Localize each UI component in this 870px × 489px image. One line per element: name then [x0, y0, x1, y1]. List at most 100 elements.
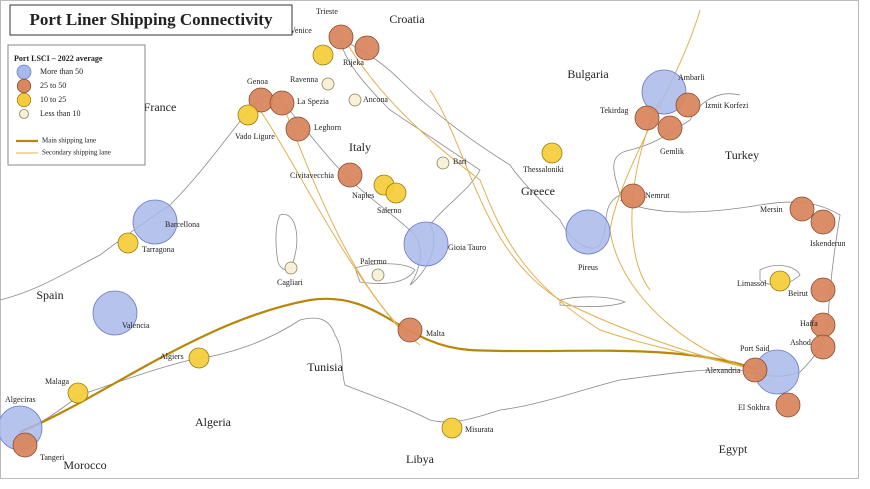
port-label: Algiers — [160, 352, 184, 361]
port-label: Naples — [352, 191, 374, 200]
port-label: Leghorn — [314, 123, 341, 132]
country-label: Bulgaria — [567, 67, 609, 81]
port-label: Mersin — [760, 205, 783, 214]
legend-box — [7, 44, 146, 166]
port-label: Izmit Korfezi — [705, 101, 749, 110]
legend-label: 10 to 25 — [40, 95, 66, 104]
port-marker — [67, 382, 89, 404]
country-label: Spain — [36, 288, 63, 302]
legend-swatch — [19, 109, 29, 119]
port-label: Salerno — [377, 206, 401, 215]
port-marker — [565, 209, 611, 255]
port-label: Beirut — [788, 289, 809, 298]
country-label: Egypt — [719, 442, 748, 456]
port-label: Port Said — [740, 344, 770, 353]
port-label: Trieste — [316, 7, 338, 16]
port-label: Ancona — [363, 95, 388, 104]
port-marker — [436, 156, 450, 170]
main-lane — [19, 297, 766, 434]
port-label: Gioia Tauro — [448, 243, 486, 252]
port-marker — [620, 183, 646, 209]
port-marker — [285, 116, 311, 142]
port-marker — [675, 92, 701, 118]
port-label: Haifa — [800, 319, 818, 328]
port-label: Gemlik — [660, 147, 684, 156]
secondary-lane — [284, 109, 421, 346]
port-label: Algeciras — [5, 395, 36, 404]
port-label: Venice — [290, 26, 312, 35]
port-label: Civitavecchia — [290, 171, 334, 180]
port-marker — [371, 268, 385, 282]
port-label: Ashod — [790, 338, 811, 347]
port-marker — [92, 290, 138, 336]
port-marker — [634, 105, 660, 131]
port-marker — [810, 209, 836, 235]
port-marker — [269, 90, 295, 116]
country-label: Turkey — [725, 148, 759, 162]
port-marker — [188, 347, 210, 369]
legend-label: Less than 10 — [40, 109, 80, 118]
port-marker — [354, 35, 380, 61]
port-label: Genoa — [247, 77, 268, 86]
port-marker — [328, 24, 354, 50]
port-label: Malta — [426, 329, 445, 338]
port-marker — [541, 142, 563, 164]
port-label: Barcellona — [165, 220, 200, 229]
port-label: Ravenna — [290, 75, 318, 84]
port-marker — [348, 93, 362, 107]
port-marker — [397, 317, 423, 343]
port-marker — [810, 277, 836, 303]
port-marker — [441, 417, 463, 439]
country-label: Morocco — [63, 458, 106, 472]
port-marker — [641, 69, 687, 115]
country-label: Tunisia — [307, 360, 343, 374]
legend-label: 25 to 50 — [40, 81, 66, 90]
secondary-lane — [429, 89, 766, 373]
ports: Barcellona Valencia Gioia Tauro Pireus Ambar… — [0, 7, 846, 462]
legend-label: More than 50 — [40, 67, 83, 76]
port-label: Palermo — [360, 257, 387, 266]
port-marker — [337, 162, 363, 188]
port-label: Vado Ligure — [235, 132, 275, 141]
port-label: El Sokhra — [738, 403, 770, 412]
port-marker — [403, 221, 449, 267]
port-label: Alexandria — [705, 366, 741, 375]
legend: Port LSCI – 2022 average More than 50 25 … — [7, 44, 146, 166]
port-marker — [117, 232, 139, 254]
port-label: Iskenderun — [810, 239, 846, 248]
port-label: La Spezia — [297, 97, 329, 106]
port-label: Nemrut — [645, 191, 670, 200]
country-labels: Croatia Bulgaria France Italy Greece Turkey Sp… — [36, 12, 759, 472]
port-label: Tarragona — [142, 245, 175, 254]
port-marker — [385, 182, 407, 204]
port-label: Ambarli — [678, 73, 705, 82]
country-label: Algeria — [195, 415, 232, 429]
port-marker — [12, 432, 38, 458]
port-label: Tangeri — [40, 453, 65, 462]
legend-label: Secondary shipping lane — [42, 149, 111, 157]
port-marker — [769, 270, 791, 292]
port-label: Rijeka — [343, 58, 364, 67]
secondary-lane — [344, 39, 766, 373]
port-label: Bari — [453, 157, 468, 166]
port-marker — [321, 77, 335, 91]
port-label: Thessaloniki — [523, 165, 565, 174]
port-marker — [237, 104, 259, 126]
port-label: Malaga — [45, 377, 69, 386]
legend-swatch — [16, 64, 32, 80]
country-label: Libya — [406, 452, 435, 466]
port-label: Valencia — [122, 321, 150, 330]
port-marker — [742, 357, 768, 383]
port-label: Pireus — [578, 263, 598, 272]
legend-swatch — [16, 92, 32, 108]
port-label: Misurata — [465, 425, 494, 434]
port-marker — [132, 199, 178, 245]
port-marker — [657, 115, 683, 141]
port-marker — [810, 334, 836, 360]
country-label: Croatia — [389, 12, 425, 26]
country-label: Italy — [349, 140, 371, 154]
port-marker — [789, 196, 815, 222]
port-label: Cagliari — [277, 278, 304, 287]
legend-label: Main shipping lane — [42, 137, 96, 145]
